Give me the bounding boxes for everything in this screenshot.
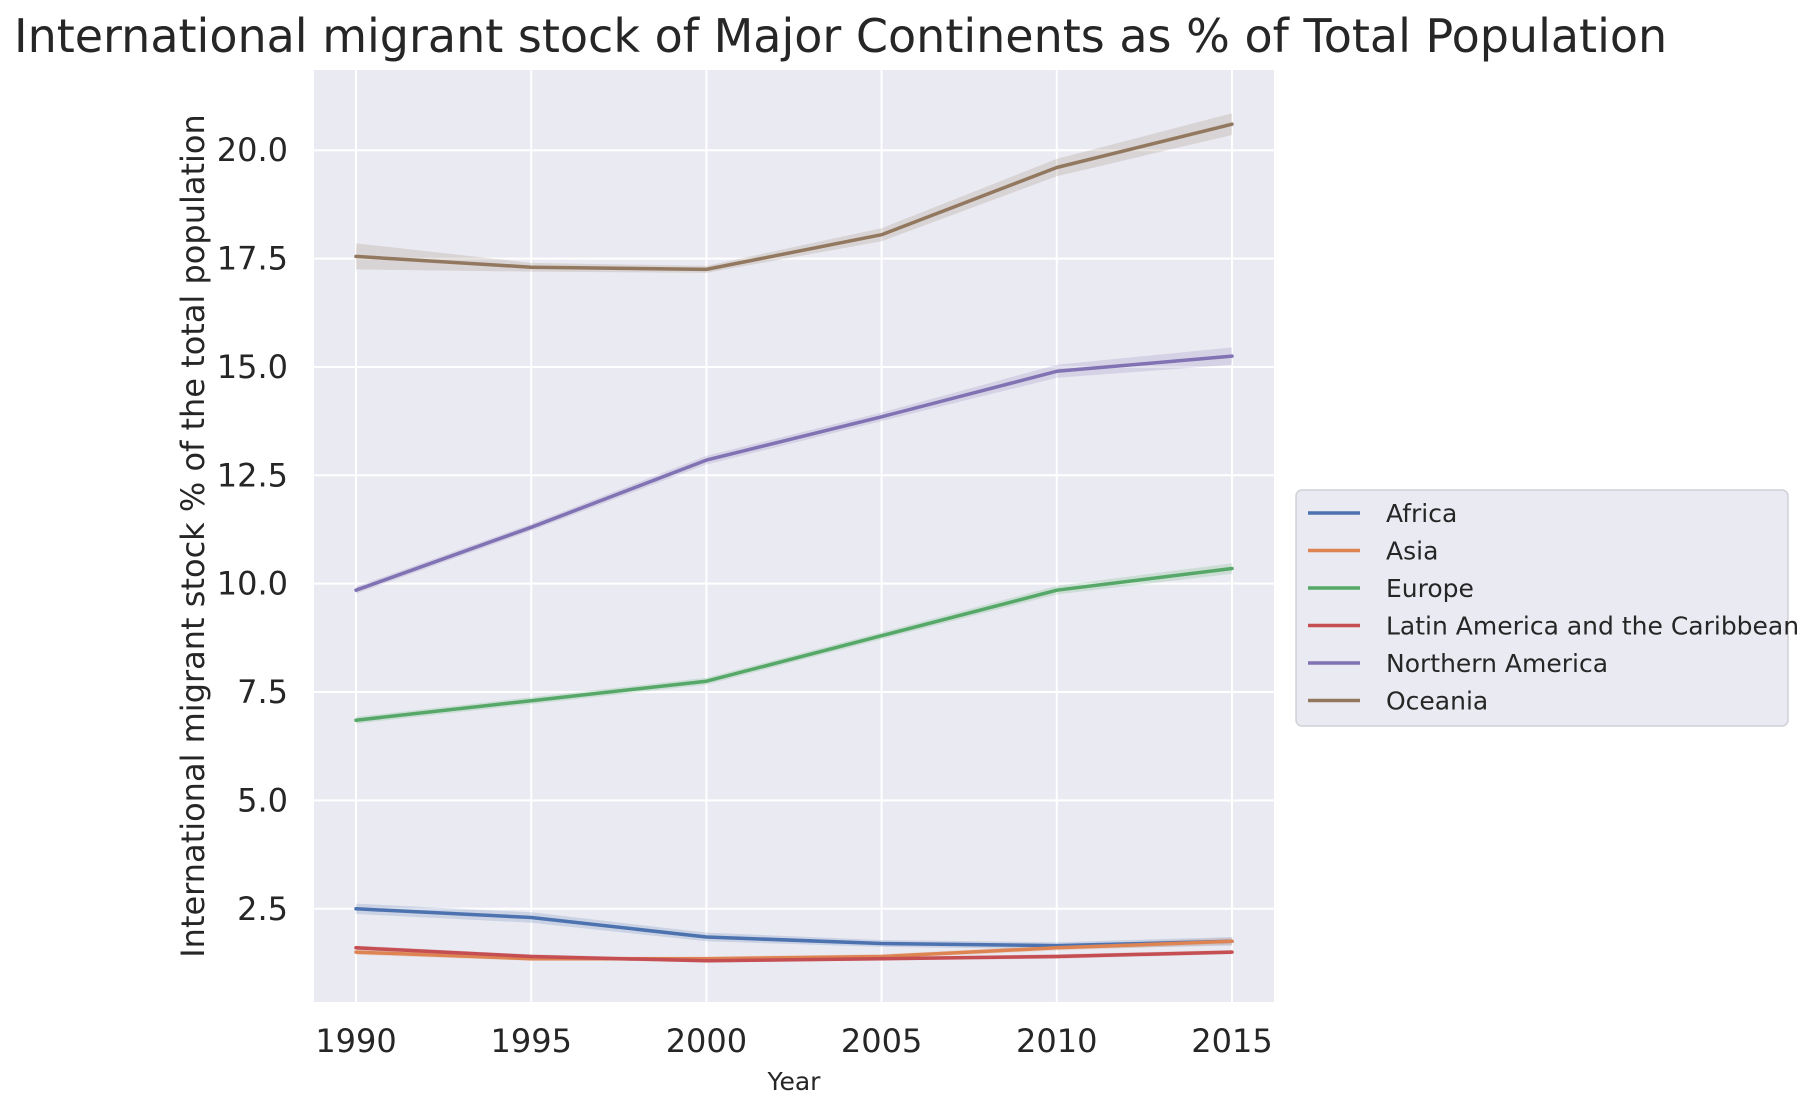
y-tick-label: 12.5 xyxy=(217,456,288,494)
band-2 xyxy=(356,563,1232,724)
x-tick-label: 2000 xyxy=(666,1022,747,1060)
y-tick-label: 20.0 xyxy=(217,131,288,169)
x-tick-label: 2005 xyxy=(841,1022,922,1060)
grid xyxy=(314,70,1274,1002)
legend: Africa Asia Europe Latin America and the Ca… xyxy=(1295,489,1799,727)
series-line-3 xyxy=(354,946,1234,963)
legend-item: Africa xyxy=(1308,499,1457,528)
legend-item: Oceania xyxy=(1308,687,1488,716)
y-tick-label: 7.5 xyxy=(237,673,288,711)
x-tick-label: 2010 xyxy=(1016,1022,1097,1060)
y-tick-labels: 2.5 5.0 7.5 10.0 12.5 15.0 17.5 20.0 xyxy=(217,131,288,928)
legend-item: Latin America and the Caribbean xyxy=(1308,612,1799,641)
legend-label: Northern America xyxy=(1386,649,1608,678)
series-line-4 xyxy=(354,354,1234,592)
band-5 xyxy=(356,113,1232,273)
legend-label: Europe xyxy=(1386,574,1474,603)
legend-item: Asia xyxy=(1308,537,1438,566)
series-lines xyxy=(354,122,1234,963)
y-axis-label: International migrant stock % of the tot… xyxy=(174,114,212,958)
legend-item: Northern America xyxy=(1308,649,1608,678)
x-tick-label: 1995 xyxy=(491,1022,572,1060)
y-tick-label: 5.0 xyxy=(237,781,288,819)
y-tick-label: 15.0 xyxy=(217,348,288,386)
legend-label: Asia xyxy=(1386,537,1438,566)
series-line-0 xyxy=(354,907,1234,948)
y-tick-label: 10.0 xyxy=(217,565,288,603)
chart-title: International migrant stock of Major Con… xyxy=(14,9,1667,63)
x-tick-label: 1990 xyxy=(315,1022,396,1060)
legend-item: Europe xyxy=(1308,574,1474,603)
legend-label: Africa xyxy=(1386,499,1457,528)
x-tick-labels: 1990 1995 2000 2005 2010 2015 xyxy=(315,1022,1272,1060)
y-tick-label: 2.5 xyxy=(237,890,288,928)
x-axis-label: Year xyxy=(767,1067,822,1096)
y-tick-label: 17.5 xyxy=(217,240,288,278)
series-line-5 xyxy=(354,122,1234,272)
legend-label: Latin America and the Caribbean xyxy=(1386,612,1799,641)
series-line-2 xyxy=(354,566,1234,722)
x-tick-label: 2015 xyxy=(1191,1022,1272,1060)
legend-label: Oceania xyxy=(1386,687,1488,716)
series-line-1 xyxy=(354,939,1234,961)
legend-box xyxy=(1295,489,1789,727)
plot-area xyxy=(314,70,1274,1002)
